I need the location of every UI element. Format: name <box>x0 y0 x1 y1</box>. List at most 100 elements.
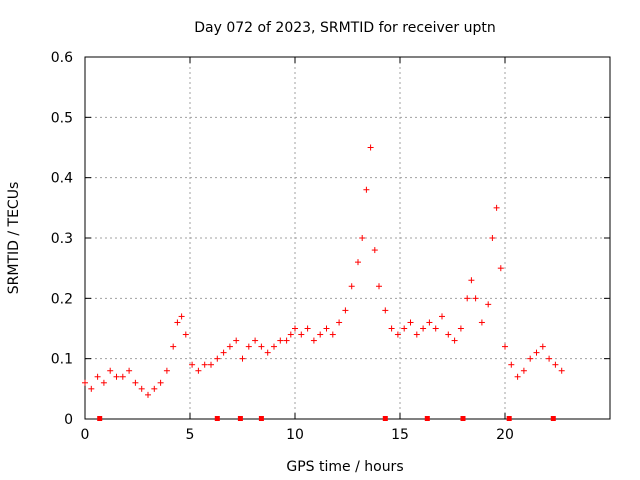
data-point <box>132 379 139 386</box>
data-point <box>174 319 181 326</box>
grid-lines <box>85 57 610 419</box>
y-tick-label: 0.3 <box>51 231 73 247</box>
axis-markers <box>97 416 556 421</box>
data-point <box>258 343 265 350</box>
data-point <box>388 325 395 332</box>
data-point <box>126 367 133 374</box>
data-point <box>283 337 290 344</box>
data-point <box>527 355 534 362</box>
x-tick-labels: 0 5 10 15 20 <box>81 427 514 443</box>
x-axis-label: GPS time / hours <box>286 459 403 475</box>
y-tick-label: 0.2 <box>51 291 73 307</box>
data-point <box>394 331 401 338</box>
data-point <box>558 367 565 374</box>
axis-marker <box>237 416 243 421</box>
axis-marker <box>382 416 388 421</box>
axis-marker <box>97 416 103 421</box>
x-tick-label: 20 <box>496 427 514 443</box>
y-tick-label: 0.5 <box>51 110 73 126</box>
data-point <box>439 313 445 320</box>
data-point <box>432 325 439 332</box>
data-point <box>82 379 88 386</box>
data-point <box>182 331 189 338</box>
y-tick-label: 0 <box>64 412 73 428</box>
axis-marker <box>506 416 512 421</box>
axis-marker <box>258 416 264 421</box>
data-point <box>493 204 500 211</box>
data-point <box>163 367 170 374</box>
data-point <box>239 355 246 362</box>
data-point <box>323 325 330 332</box>
data-point <box>426 319 433 326</box>
data-point <box>367 144 374 151</box>
data-point <box>88 385 95 392</box>
data-point <box>208 361 214 368</box>
data-point <box>457 325 464 332</box>
data-point <box>472 295 479 302</box>
x-tick-label: 10 <box>286 427 304 443</box>
data-point <box>94 373 101 380</box>
y-axis-label: SRMTID / TECUs <box>6 182 22 295</box>
data-point <box>464 295 471 302</box>
data-point <box>342 307 349 314</box>
data-point <box>220 349 227 356</box>
y-tick-labels: 0 0.1 0.2 0.3 0.4 0.5 0.6 <box>51 50 73 428</box>
data-point <box>233 337 240 344</box>
data-point <box>145 391 151 398</box>
data-point <box>277 337 284 344</box>
axis-ticks <box>84 56 610 420</box>
data-point <box>552 361 559 368</box>
axis-marker <box>550 416 556 421</box>
data-point <box>478 319 485 326</box>
y-tick-label: 0.6 <box>51 50 73 66</box>
data-point <box>445 331 452 338</box>
data-point <box>292 325 298 332</box>
y-tick-label: 0.1 <box>51 352 73 368</box>
data-point <box>189 361 196 368</box>
data-point <box>201 361 208 368</box>
data-point <box>100 379 107 386</box>
data-point <box>226 343 233 350</box>
data-point <box>489 235 496 241</box>
x-tick-label: 0 <box>81 427 90 443</box>
axis-marker <box>214 416 220 421</box>
y-tick-label: 0.4 <box>51 171 73 187</box>
x-tick-label: 5 <box>186 427 195 443</box>
data-point <box>382 307 389 314</box>
data-point <box>533 349 540 356</box>
data-point <box>138 385 145 392</box>
data-point <box>329 331 336 338</box>
data-point <box>514 373 521 380</box>
data-point <box>195 367 202 374</box>
data-point <box>119 373 126 380</box>
data-point <box>107 367 114 374</box>
data-point <box>508 361 515 368</box>
data-point <box>264 349 271 356</box>
data-point <box>271 343 277 350</box>
data-point <box>178 313 185 320</box>
data-point <box>363 186 370 193</box>
data-point <box>245 343 252 350</box>
data-point <box>468 277 475 284</box>
data-point <box>520 367 527 374</box>
data-point <box>287 331 294 338</box>
data-point <box>497 265 504 272</box>
data-point <box>407 319 414 326</box>
data-point <box>355 259 361 266</box>
data-point <box>252 337 259 344</box>
data-point <box>170 343 177 350</box>
data-point <box>401 325 408 332</box>
data-point <box>539 343 546 350</box>
data-point <box>502 343 508 350</box>
data-point <box>413 331 420 338</box>
data-point <box>298 331 305 338</box>
data-point <box>317 331 324 338</box>
data-point <box>348 283 355 290</box>
data-point <box>371 247 378 254</box>
chart-title: Day 072 of 2023, SRMTID for receiver upt… <box>194 20 496 36</box>
axis-marker <box>424 416 430 421</box>
axis-marker <box>460 416 466 421</box>
data-point <box>304 325 311 332</box>
data-point <box>336 319 343 326</box>
